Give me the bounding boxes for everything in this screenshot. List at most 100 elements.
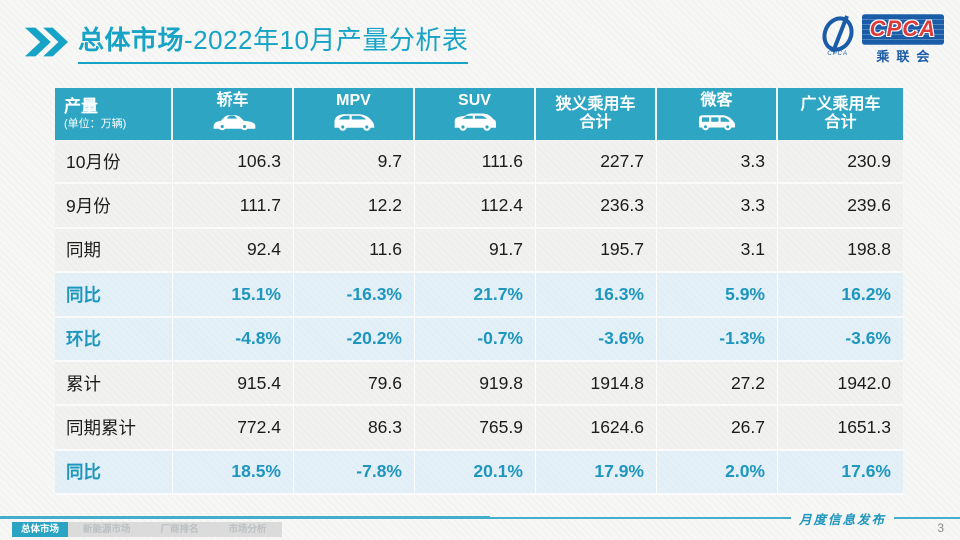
footer-tab-0-active[interactable]: 总体市场: [12, 522, 69, 537]
row-label: 同期: [55, 228, 173, 274]
table-row: 10月份 106.3 9.7 111.6 227.7 3.3 230.9: [55, 140, 903, 185]
cell-value: 15.1%: [173, 273, 294, 318]
sedan-icon: [210, 112, 256, 136]
row-label: 累计: [55, 361, 173, 407]
cpca-logo: CPCA CPCA 乘联会: [817, 14, 944, 65]
mpv-icon: [330, 111, 378, 136]
table-row: 同比 15.1% -16.3% 21.7% 16.3% 5.9% 16.2%: [55, 273, 903, 318]
cell-value: 1651.3: [778, 406, 903, 451]
monthly-info-note: 月度信息发布: [790, 509, 894, 528]
table-row: 环比 -4.8% -20.2% -0.7% -3.6% -1.3% -3.6%: [55, 317, 903, 362]
cpca-swoosh-icon: [822, 15, 854, 53]
row-label: 同比: [55, 450, 173, 496]
cell-value: 92.4: [173, 228, 294, 274]
cell-value: 227.7: [536, 140, 657, 185]
cell-value: 111.7: [173, 184, 294, 229]
cell-value: 79.6: [294, 361, 415, 407]
unit-note: (单位：万辆): [64, 118, 127, 131]
row-label: 同期累计: [55, 406, 173, 451]
cell-value: 772.4: [173, 406, 294, 451]
cell-value: -7.8%: [294, 450, 415, 496]
footer-tab-bar: 总体市场 新能源市场 厂商排名 市场分析: [12, 522, 282, 537]
row-label: 10月份: [55, 140, 173, 185]
cell-value: -16.3%: [294, 273, 415, 318]
col-title: 狭义乘用车: [555, 95, 636, 113]
cell-value: -3.6%: [778, 317, 903, 362]
cell-value: -4.8%: [173, 317, 294, 362]
cell-value: 5.9%: [657, 273, 778, 318]
cell-value: 236.3: [536, 184, 657, 229]
cell-value: 21.7%: [415, 273, 536, 318]
cpca-swoosh-caption: CPCA: [827, 51, 848, 57]
cell-value: 12.2: [294, 184, 415, 229]
col-title-line2: 合计: [824, 114, 857, 131]
cell-value: 111.6: [415, 140, 536, 185]
slide-header: 总体市场-2022年10月产量分析表: [24, 20, 469, 64]
cell-value: 9.7: [294, 140, 415, 185]
row-label: 环比: [55, 317, 173, 362]
table-header-cell: 狭义乘用车 合计: [536, 88, 657, 140]
cell-value: 20.1%: [415, 450, 536, 496]
cell-value: -1.3%: [657, 317, 778, 362]
page-title-section: 总体市场: [78, 25, 185, 55]
cell-value: -0.7%: [415, 317, 536, 362]
cell-value: 3.3: [657, 140, 778, 185]
table-header-cell: SUV: [415, 88, 536, 140]
table-header-cell: 广义乘用车 合计: [778, 88, 903, 140]
double-chevron-icon: [24, 27, 68, 57]
table-header-cell: 微客: [657, 88, 778, 140]
col-title: SUV: [458, 91, 491, 109]
col-title: MPV: [336, 91, 371, 109]
cell-value: 915.4: [173, 361, 294, 407]
page-number: 3: [937, 521, 944, 535]
cell-value: 11.6: [294, 228, 415, 274]
microvan-icon: [694, 111, 740, 136]
table-row: 累计 915.4 79.6 919.8 1914.8 27.2 1942.0: [55, 361, 903, 407]
cell-value: -20.2%: [294, 317, 415, 362]
row-label: 同比: [55, 273, 173, 318]
table-header-cell: 轿车: [173, 88, 294, 140]
production-table: 产量 (单位：万辆) 轿车 MPV SUV 狭义乘用车 合计 微客 广义乘用车 合计 10月份 10…: [55, 88, 903, 496]
table-row: 同期 92.4 11.6 91.7 195.7 3.1 198.8: [55, 228, 903, 274]
cell-value: 86.3: [294, 406, 415, 451]
table-row: 同比 18.5% -7.8% 20.1% 17.9% 2.0% 17.6%: [55, 450, 903, 496]
cell-value: 16.3%: [536, 273, 657, 318]
col-title: 产量: [64, 96, 98, 116]
cell-value: 765.9: [415, 406, 536, 451]
cell-value: -3.6%: [536, 317, 657, 362]
cell-value: 27.2: [657, 361, 778, 407]
cell-value: 230.9: [778, 140, 903, 185]
cell-value: 2.0%: [657, 450, 778, 496]
table-header-cell: 产量 (单位：万辆): [55, 88, 173, 140]
table-header-cell: MPV: [294, 88, 415, 140]
col-title-line2: 合计: [579, 114, 612, 131]
cpca-swoosh-wrap: CPCA: [817, 14, 859, 57]
footer-divider-line-left: [0, 516, 490, 519]
cpca-brand-cn: 乘联会: [876, 49, 937, 64]
cell-value: 17.9%: [536, 450, 657, 496]
page-title-detail: -2022年10月产量分析表: [184, 25, 469, 55]
cell-value: 195.7: [536, 228, 657, 274]
footer-tab-1[interactable]: 新能源市场: [83, 524, 131, 535]
cell-value: 239.6: [778, 184, 903, 229]
cell-value: 1914.8: [536, 361, 657, 407]
cpca-brand: CPCA: [861, 14, 944, 45]
cell-value: 919.8: [415, 361, 536, 407]
cell-value: 91.7: [415, 228, 536, 274]
cpca-logo-text: CPCA 乘联会: [861, 14, 944, 65]
cell-value: 1942.0: [778, 361, 903, 407]
footer-tab-2[interactable]: 厂商排名: [160, 524, 199, 535]
cell-value: 112.4: [415, 184, 536, 229]
col-title: 广义乘用车: [800, 95, 881, 113]
cell-value: 3.1: [657, 228, 778, 274]
table-row: 同期累计 772.4 86.3 765.9 1624.6 26.7 1651.3: [55, 406, 903, 451]
table-header-row: 产量 (单位：万辆) 轿车 MPV SUV 狭义乘用车 合计 微客 广义乘用车 合计: [55, 88, 903, 140]
table-row: 9月份 111.7 12.2 112.4 236.3 3.3 239.6: [55, 184, 903, 229]
cell-value: 18.5%: [173, 450, 294, 496]
cell-value: 1624.6: [536, 406, 657, 451]
cell-value: 26.7: [657, 406, 778, 451]
col-title: 微客: [700, 91, 733, 109]
col-title: 轿车: [216, 92, 249, 110]
table-body: 10月份 106.3 9.7 111.6 227.7 3.3 230.9 9月份 111.7 12…: [55, 140, 903, 496]
footer-tab-3[interactable]: 市场分析: [228, 524, 267, 535]
